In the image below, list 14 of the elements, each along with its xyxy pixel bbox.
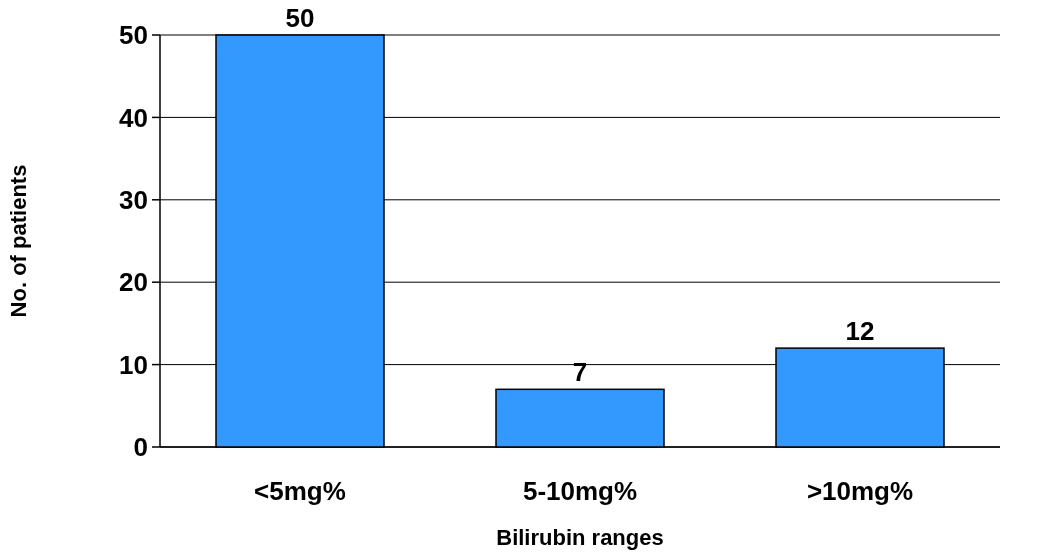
x-tick-label: 5-10mg% [522,476,638,506]
data-label: 50 [285,3,315,33]
x-axis-title: Bilirubin ranges [496,525,664,550]
y-tick-label: 0 [133,432,148,463]
y-tick-label: 20 [119,267,148,298]
x-tick-label: >10mg% [806,476,914,506]
data-label: 7 [572,357,588,388]
x-tick-label: <5mg% [254,476,346,506]
y-axis-title: No. of patients [6,164,31,318]
data-label: 12 [845,316,875,347]
y-tick-label: 30 [119,184,148,215]
y-tick-label: 40 [119,102,148,133]
y-tick-label: 10 [119,349,148,380]
y-tick-label: 50 [119,20,148,51]
